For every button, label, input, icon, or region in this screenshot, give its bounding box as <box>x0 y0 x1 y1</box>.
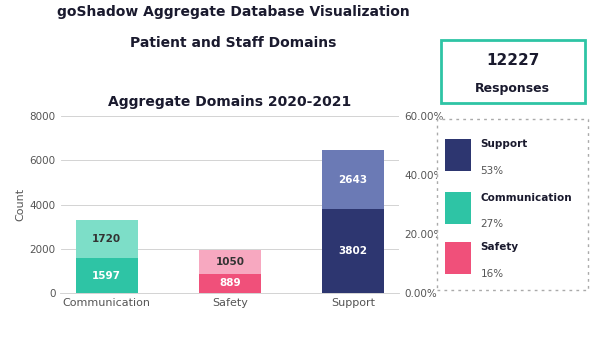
Text: 889: 889 <box>219 278 241 288</box>
Text: Support: Support <box>480 139 528 149</box>
Bar <box>322 150 384 209</box>
Text: 1597: 1597 <box>92 270 121 281</box>
Text: Safety: Safety <box>480 242 519 252</box>
Text: 53%: 53% <box>480 166 504 176</box>
FancyBboxPatch shape <box>445 242 471 274</box>
Bar <box>76 258 137 293</box>
Title: Aggregate Domains 2020-2021: Aggregate Domains 2020-2021 <box>108 95 352 109</box>
Text: 3802: 3802 <box>339 246 368 256</box>
FancyBboxPatch shape <box>445 192 471 224</box>
Text: 27%: 27% <box>480 219 504 229</box>
Text: 1050: 1050 <box>215 257 244 267</box>
Bar <box>199 273 261 293</box>
FancyBboxPatch shape <box>445 139 471 171</box>
Text: 16%: 16% <box>480 269 504 279</box>
FancyBboxPatch shape <box>440 40 585 103</box>
Text: Responses: Responses <box>476 81 550 94</box>
Bar <box>199 250 261 273</box>
FancyBboxPatch shape <box>437 119 588 290</box>
Bar <box>76 220 137 258</box>
Y-axis label: Percent: Percent <box>448 183 457 226</box>
Text: 12227: 12227 <box>486 53 540 68</box>
Text: 1720: 1720 <box>92 234 121 244</box>
Text: goShadow Aggregate Database Visualization: goShadow Aggregate Database Visualizatio… <box>56 5 410 19</box>
Text: Patient and Staff Domains: Patient and Staff Domains <box>129 36 336 50</box>
Text: 2643: 2643 <box>339 175 368 185</box>
Text: Communication: Communication <box>480 193 572 203</box>
Bar <box>322 209 384 293</box>
Y-axis label: Count: Count <box>15 188 25 221</box>
